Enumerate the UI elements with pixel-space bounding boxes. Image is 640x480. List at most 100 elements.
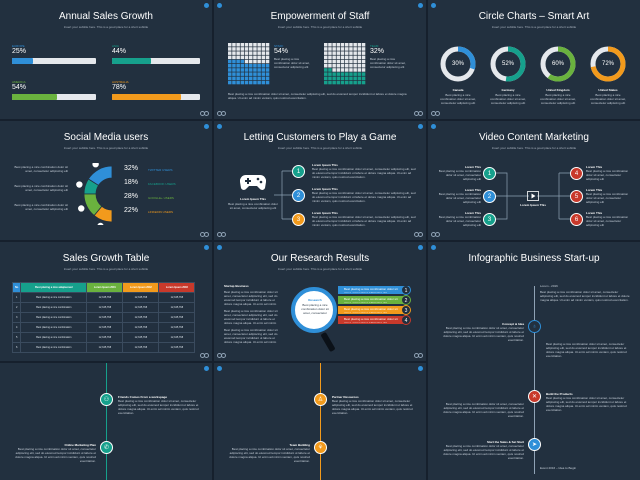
- node-heading: Online Marketing Plan: [64, 443, 96, 447]
- waffle-cell: [336, 43, 341, 47]
- waffle-cell: [236, 76, 240, 81]
- slide-video-content-marketing[interactable]: Video Content Marketing Insert your subt…: [428, 121, 640, 240]
- slide-empowerment-of-staff[interactable]: Empowerment of Staff Insert your subtitl…: [214, 0, 426, 119]
- slide-subtitle: Insert your subtitle here. This is a goo…: [491, 25, 577, 29]
- legend-percent: 18%: [124, 179, 139, 186]
- waffle-cell: [249, 59, 253, 64]
- waffle-cell: [336, 59, 341, 64]
- table-cell: Best placing a nice combination: [20, 322, 88, 333]
- waffle-cell: [236, 43, 240, 47]
- slide-marker-dot: [217, 124, 222, 129]
- slide-marker-dot: [431, 124, 436, 129]
- person-icon: ♙: [314, 393, 327, 406]
- side-text: Best placing a nice combination dolor si…: [14, 165, 68, 173]
- timeline-text: Best placing a nice combination dolor si…: [546, 342, 627, 358]
- waffle-cell: [265, 72, 270, 76]
- table-cell: 12,345,768: [86, 292, 124, 303]
- waffle-cell: [265, 59, 270, 64]
- waffle-cell: [240, 76, 245, 81]
- waffle-cell: [249, 80, 253, 85]
- side-body: Best placing a nice combination dolor si…: [586, 215, 629, 227]
- side-text-block: Lorem This Best placing a nice combinati…: [436, 211, 481, 227]
- link-icon: [200, 111, 209, 116]
- waffle-cell: [345, 51, 349, 55]
- waffle-cell: [249, 68, 253, 72]
- table-cell: 12,345,768: [122, 312, 160, 323]
- waffle-cell: [357, 43, 362, 47]
- slide-sales-growth-table[interactable]: Sales Growth Table Insert your subtitle …: [0, 242, 212, 361]
- waffle-cell: [332, 72, 336, 76]
- waffle-cell: [349, 68, 353, 72]
- waffle-cell: [328, 76, 332, 81]
- slide-title: Sales Growth Table: [62, 253, 150, 264]
- slide-letting-customers-play[interactable]: Letting Customers to Play a Game Insert …: [214, 121, 426, 240]
- slide-circle-charts[interactable]: Circle Charts – Smart Art Insert your su…: [428, 0, 640, 119]
- ring-text: Best placing a nice combination dolor si…: [590, 93, 626, 105]
- slide-timeline-green[interactable]: ⚇ Friends Comes From a workspage Best pl…: [0, 363, 212, 480]
- slide-marker-dot: [431, 3, 436, 8]
- table-header-cell: Best placing a nice adapteoned: [20, 282, 88, 293]
- waffle-cell: [232, 55, 236, 60]
- slide-subtitle: Insert your subtitle here. This is a goo…: [63, 25, 149, 29]
- slide-marker-dot: [204, 124, 209, 129]
- legend-row: 18% FACEBOOK USERS: [112, 179, 207, 193]
- waffle-cell: [265, 47, 270, 51]
- node-body: Best placing a nice combination dolor si…: [546, 396, 627, 412]
- ribbon-number: 4: [405, 318, 408, 324]
- slide-annual-sales-growth[interactable]: Annual Sales Growth Insert your subtitle…: [0, 0, 212, 119]
- table-body: 1 Best placing a nice combination 12,345,7…: [11, 292, 196, 353]
- table-row: 3 Best placing a nice combination 12,345,7…: [11, 312, 196, 323]
- step-number-circle: 6: [570, 213, 583, 226]
- waffle-cell: [361, 76, 366, 81]
- table-cell: 12,345,768: [122, 292, 160, 303]
- half-donut-chart: [76, 163, 113, 225]
- slide-social-media-users[interactable]: Social Media users Insert your subtitle …: [0, 121, 212, 240]
- idea-icon: ♁: [528, 320, 541, 333]
- waffle-cell: [228, 47, 232, 51]
- slide-marker-dot: [217, 3, 222, 8]
- ribbon-number: 2: [405, 298, 408, 304]
- waffle-cell: [232, 59, 236, 64]
- link-icon: [217, 232, 226, 237]
- left-heading: Startup Business: [224, 284, 249, 288]
- side-heading: Lorem This: [464, 165, 481, 169]
- waffle-cell: [228, 55, 232, 60]
- waffle-cell: [345, 43, 349, 47]
- slide-our-research-results[interactable]: Our Research Results Insert your subtitl…: [214, 242, 426, 361]
- waffle-cell: [340, 72, 345, 76]
- social-icon: [76, 181, 83, 188]
- slide-infographic-business-startup[interactable]: Infographic Business Start-up Lorem - 20…: [428, 242, 640, 480]
- ribbon-text: Best placing a nice combination dolor si…: [344, 317, 398, 323]
- step-heading: Lorem Ipsum This: [312, 163, 338, 167]
- timeline-node-text: Friends Comes From a workspage Best plac…: [118, 395, 204, 415]
- slide-timeline-orange[interactable]: ♙ Partner Resources Best placing a nice …: [214, 363, 426, 480]
- ring-percent: 30%: [451, 61, 464, 67]
- timeline-node-text: Concept & Idea Best placing a nice combi…: [442, 322, 524, 342]
- social-icon: [92, 163, 99, 168]
- slide-title: Empowerment of Staff: [270, 11, 370, 22]
- legend-percent: 32%: [124, 165, 139, 172]
- step-number-circle: 5: [570, 190, 583, 203]
- waffle-cell: [353, 76, 357, 81]
- waffle-cell: [253, 47, 257, 51]
- waffle-cell: [324, 72, 328, 76]
- waffle-cell: [332, 80, 336, 85]
- body-text: Best placing a nice combination dolor si…: [228, 92, 407, 100]
- waffle-text: Best placing a nice combination dolor si…: [274, 57, 310, 69]
- side-text-block: Lorem This Best placing a nice combinati…: [586, 165, 632, 181]
- table-cell: 12,345,768: [122, 322, 160, 333]
- waffle-cell: [261, 68, 266, 72]
- waffle-cell: [328, 55, 332, 60]
- waffle-cell: [240, 64, 245, 68]
- waffle-cell: [336, 47, 341, 51]
- legend-name: FACEBOOK USERS: [148, 182, 176, 186]
- video-play-icon: [527, 191, 539, 201]
- waffle-cell: [357, 64, 362, 68]
- waffle-cell: [253, 51, 257, 55]
- waffle-cell: [353, 47, 357, 51]
- waffle-label: STAFF: [274, 44, 284, 48]
- progress-fill: [112, 94, 181, 100]
- waffle-cell: [244, 64, 249, 68]
- waffle-cell: [345, 64, 349, 68]
- table-header-cell: Lorem Ipsum 2003: [158, 282, 196, 293]
